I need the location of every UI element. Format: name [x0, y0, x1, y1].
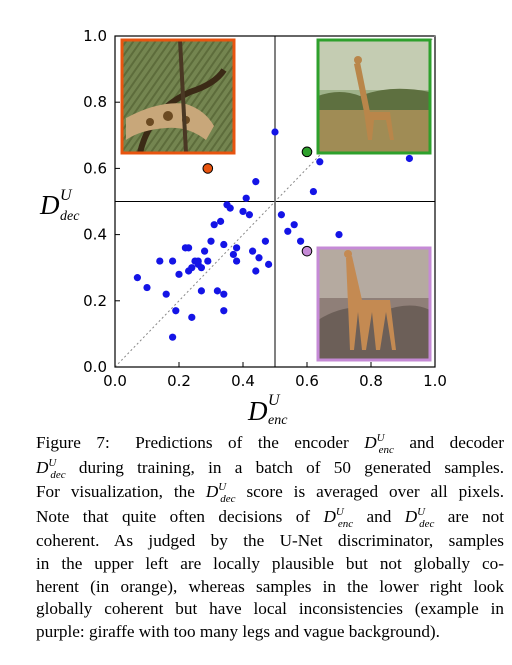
data-points	[133, 128, 413, 341]
highlighted-points	[202, 146, 313, 257]
data-point	[277, 211, 285, 219]
caption-line-2: DUdec during training, in a batch of 50 …	[36, 456, 504, 481]
data-point	[297, 237, 305, 245]
data-point	[242, 194, 250, 202]
caption-line-1: Figure 7: Predictions of the encoder DUe…	[36, 432, 504, 456]
data-point	[252, 267, 260, 275]
y-tick-label: 0.0	[83, 358, 107, 376]
data-point	[261, 237, 269, 245]
data-point	[133, 274, 141, 282]
inset-image-purple	[316, 246, 432, 362]
data-point	[239, 207, 247, 216]
x-tick-label: 0.6	[295, 372, 319, 390]
highlighted-point	[202, 163, 214, 174]
data-point	[169, 257, 177, 265]
data-point	[185, 267, 193, 275]
data-point	[309, 187, 317, 196]
svg-text:enc: enc	[268, 413, 288, 428]
caption-line-7: herent (in orange), whereas samples in t…	[36, 576, 504, 596]
data-point	[213, 287, 221, 295]
math-d-dec: DUdec	[36, 456, 66, 481]
math-d-dec: DUdec	[205, 481, 236, 506]
data-point	[185, 244, 193, 252]
data-point	[194, 257, 202, 265]
data-point	[316, 158, 324, 166]
data-point	[233, 244, 241, 252]
data-point	[290, 221, 298, 229]
data-point	[197, 287, 205, 295]
inset-image-green	[316, 38, 432, 155]
y-tick-label: 0.4	[83, 226, 107, 244]
svg-text:dec: dec	[60, 209, 80, 224]
data-point	[201, 247, 209, 255]
svg-text:D: D	[39, 190, 60, 220]
highlighted-point	[301, 146, 313, 158]
caption-line-8: globally coherent but have local inconsi…	[36, 599, 504, 619]
svg-text:D: D	[247, 396, 268, 426]
y-tick-label: 0.2	[83, 292, 107, 310]
math-d-enc: DUenc	[364, 432, 394, 456]
x-tick-label: 0.0	[103, 372, 127, 390]
data-point	[405, 154, 413, 163]
data-point	[197, 264, 205, 272]
data-point	[252, 178, 260, 186]
data-point	[162, 290, 170, 298]
inset-image-orange	[120, 38, 236, 155]
data-point	[265, 260, 273, 268]
data-point	[220, 290, 228, 298]
caption-line-9: purple: giraffe with too many legs and v…	[36, 621, 440, 641]
data-point	[172, 307, 180, 315]
figure-label: Figure 7:	[36, 433, 110, 452]
math-d-enc: DUenc	[323, 505, 354, 530]
data-point	[204, 257, 212, 265]
data-point	[156, 257, 164, 265]
caption-line-5: coherent. As judged by the U-Net discrim…	[36, 531, 504, 551]
axis-ticks: 0.0 0.2 0.4 0.6 0.8 1.0 0.0 0.2 0.4 0.6 0.8 1.0	[83, 27, 447, 390]
data-point	[220, 307, 228, 315]
data-point	[226, 204, 234, 212]
caption-line-4: Note that quite often decisions of DUenc…	[36, 505, 505, 530]
x-tick-label: 0.8	[359, 372, 383, 390]
x-tick-label: 1.0	[423, 372, 447, 390]
data-point	[169, 333, 177, 341]
caption-line-6: in the upper left are locally plausible …	[36, 553, 504, 573]
data-point	[271, 128, 279, 136]
svg-text:U: U	[268, 392, 281, 409]
scatter-plot: 0.0 0.2 0.4 0.6 0.8 1.0 0.0 0.2 0.4 0.6 0.8 1.0	[39, 27, 447, 428]
data-point	[229, 250, 237, 259]
data-point	[335, 231, 343, 239]
y-tick-label: 1.0	[83, 27, 107, 45]
data-point	[210, 221, 218, 229]
y-tick-label: 0.8	[83, 93, 107, 111]
data-point	[284, 227, 292, 235]
y-tick-label: 0.6	[83, 159, 107, 177]
y-axis-label: D U dec	[39, 187, 80, 224]
data-point	[233, 257, 241, 265]
data-point	[188, 313, 196, 321]
caption-line-3: For visualization, the DUdec score is av…	[36, 481, 505, 506]
scatter-figure: 0.0 0.2 0.4 0.6 0.8 1.0 0.0 0.2 0.4 0.6 0.8 1.0	[39, 27, 447, 428]
data-point	[245, 211, 253, 219]
math-d-dec: DUdec	[404, 505, 435, 530]
data-point	[217, 217, 225, 225]
data-point	[175, 270, 183, 278]
figure-caption: Figure 7: Predictions of the encoder DUe…	[36, 432, 504, 643]
data-point	[249, 247, 257, 255]
data-point	[143, 283, 151, 292]
data-point	[255, 254, 263, 262]
svg-text:U: U	[60, 187, 73, 204]
data-point	[220, 240, 228, 249]
data-point	[207, 237, 215, 245]
x-axis-label: D U enc	[247, 392, 288, 428]
x-tick-label: 0.4	[231, 372, 255, 390]
highlighted-point	[301, 245, 313, 257]
x-tick-label: 0.2	[167, 372, 191, 390]
